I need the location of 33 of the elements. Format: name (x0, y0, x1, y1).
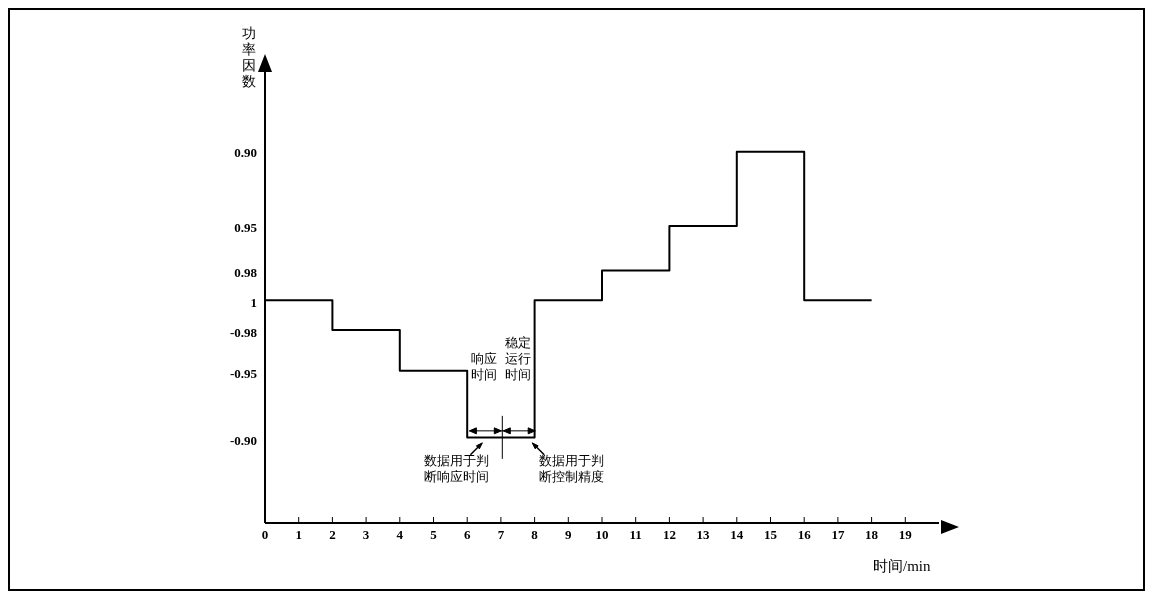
annotation: 数据用于判断响应时间 (423, 452, 490, 485)
x-tick-label: 3 (362, 527, 370, 543)
text: 0.95 (234, 219, 258, 235)
x-tick-label: 5 (430, 527, 438, 543)
y-axis-title: 功率因数 (241, 26, 257, 90)
x-tick-label: 15 (764, 527, 778, 543)
annotation: 响应时间 (471, 350, 499, 383)
x-tick-label: 4 (396, 527, 404, 543)
x-tick-label: 2 (329, 527, 336, 543)
x-tick-label: 7 (497, 527, 505, 543)
annotation: 稳定运行时间 (505, 334, 533, 383)
x-tick-label: 10 (595, 527, 609, 543)
text: 1 (250, 294, 257, 310)
x-tick-label: 18 (865, 527, 879, 543)
x-tick-label: 13 (696, 527, 711, 543)
x-tick-label: 8 (531, 527, 539, 543)
text: -0.90 (229, 433, 257, 449)
x-tick-label: 16 (797, 527, 812, 543)
x-tick-label: 1 (295, 527, 302, 543)
x-tick-label: 12 (662, 527, 676, 543)
x-axis-title: 时间/min (873, 557, 931, 576)
x-tick-label: 17 (831, 527, 845, 543)
annotation: 数据用于判断控制精度 (538, 452, 605, 485)
x-tick-label: 6 (463, 527, 471, 543)
x-tick-label: 0 (261, 527, 269, 543)
x-tick-label: 14 (730, 527, 744, 543)
text: -0.95 (229, 365, 258, 381)
text: -0.98 (229, 324, 258, 340)
x-tick-label: 9 (565, 527, 573, 543)
text: 0.90 (234, 144, 257, 160)
text: 0.98 (234, 264, 258, 280)
x-tick-label: 11 (629, 527, 642, 543)
x-tick-label: 19 (898, 527, 913, 543)
